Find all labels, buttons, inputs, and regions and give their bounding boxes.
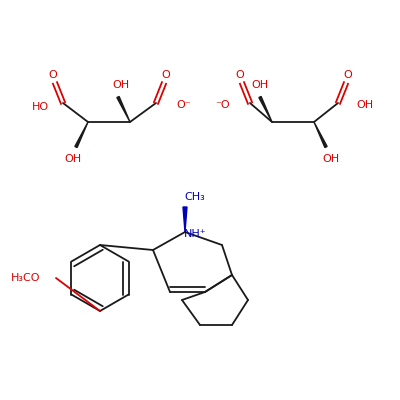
Text: OH: OH bbox=[356, 100, 373, 110]
Polygon shape bbox=[183, 207, 187, 232]
Polygon shape bbox=[117, 96, 130, 122]
Text: H₃CO: H₃CO bbox=[10, 273, 40, 283]
Text: OH: OH bbox=[112, 80, 130, 90]
Text: OH: OH bbox=[64, 154, 82, 164]
Text: O⁻: O⁻ bbox=[176, 100, 191, 110]
Text: O: O bbox=[49, 70, 57, 80]
Text: CH₃: CH₃ bbox=[185, 192, 205, 202]
Polygon shape bbox=[75, 122, 88, 148]
Text: O: O bbox=[344, 70, 352, 80]
Polygon shape bbox=[259, 96, 272, 122]
Text: OH: OH bbox=[322, 154, 340, 164]
Text: HO: HO bbox=[32, 102, 49, 112]
Text: ⁻O: ⁻O bbox=[215, 100, 230, 110]
Text: O: O bbox=[236, 70, 244, 80]
Text: NH⁺: NH⁺ bbox=[184, 229, 206, 239]
Text: OH: OH bbox=[252, 80, 268, 90]
Text: O: O bbox=[162, 70, 170, 80]
Polygon shape bbox=[314, 122, 327, 148]
